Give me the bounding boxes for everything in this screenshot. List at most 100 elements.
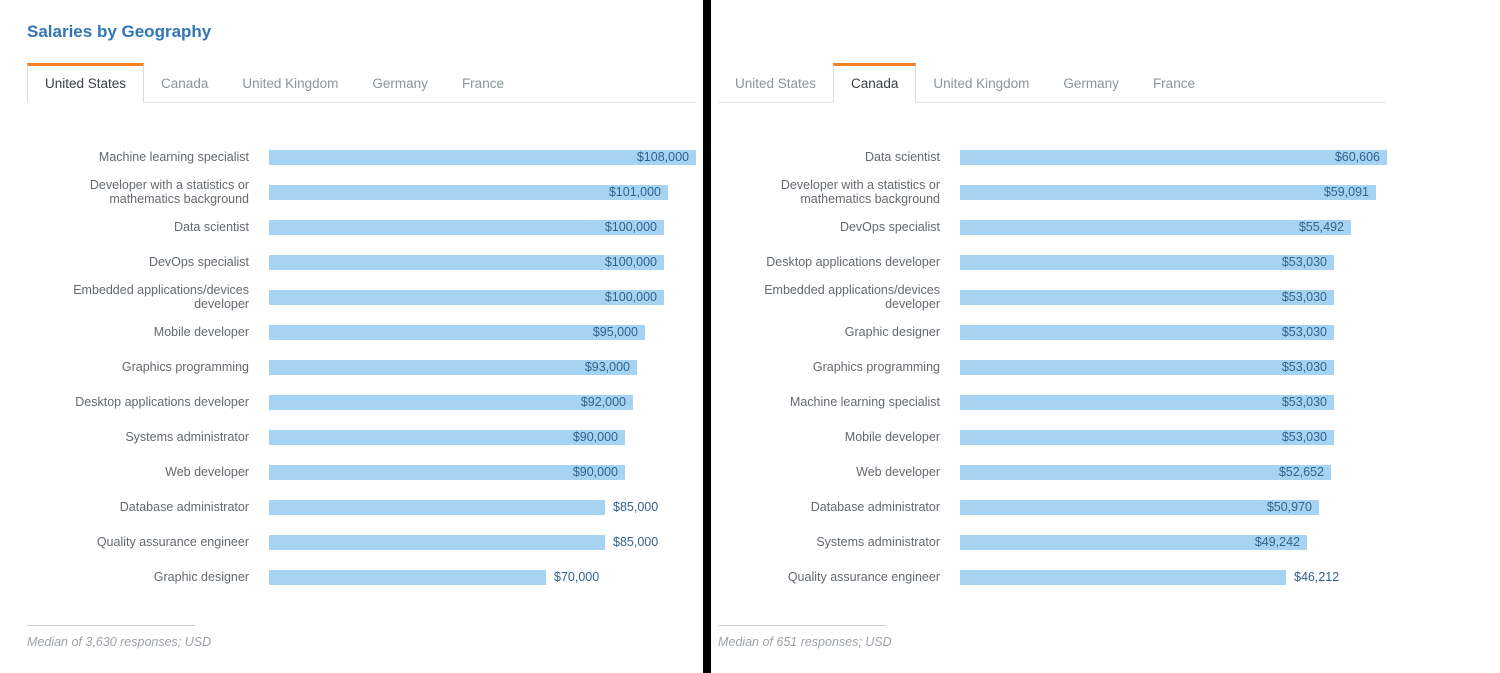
bar-chart-canada: Data scientist $60,606 Developer with a st… xyxy=(718,140,1387,595)
tab-france[interactable]: France xyxy=(1152,76,1195,91)
chart-row: Database administrator $85,000 xyxy=(27,490,696,525)
value-label: $59,091 xyxy=(1323,185,1369,199)
value-label: $53,030 xyxy=(1281,430,1327,444)
chart-row: Quality assurance engineer $85,000 xyxy=(27,525,696,560)
footnote-text: Median of 651 responses; USD xyxy=(718,635,892,649)
tab-united-states[interactable]: United States xyxy=(735,76,817,91)
category-label: Database administrator xyxy=(810,499,940,514)
bar xyxy=(960,535,1307,550)
value-label: $90,000 xyxy=(572,430,618,444)
chart-row: Desktop applications developer $53,030 xyxy=(718,245,1387,280)
value-label: $53,030 xyxy=(1281,360,1327,374)
bar xyxy=(269,360,637,375)
bar xyxy=(960,570,1286,585)
category-label: Machine learning specialist xyxy=(98,149,249,164)
category-label: Quality assurance engineer xyxy=(96,534,249,549)
category-label: Developer with a statistics or mathemati… xyxy=(89,178,249,206)
bar xyxy=(269,535,605,550)
chart-row: Graphics programming $53,030 xyxy=(718,350,1387,385)
value-label: $46,212 xyxy=(1294,570,1340,584)
bar-track: $53,030 xyxy=(960,360,1387,375)
bar-track: $52,652 xyxy=(960,465,1387,480)
chart-row: Quality assurance engineer $46,212 xyxy=(718,560,1387,595)
bar xyxy=(960,220,1351,235)
bar xyxy=(269,150,696,165)
value-label: $108,000 xyxy=(636,150,689,164)
bar-track: $53,030 xyxy=(960,325,1387,340)
tab-united-states[interactable]: United States xyxy=(27,63,145,103)
chart-footer: Median of 651 responses; USD xyxy=(718,625,892,649)
bar xyxy=(269,500,605,515)
bar xyxy=(269,570,546,585)
bar-track: $85,000 xyxy=(269,535,696,550)
bar xyxy=(269,465,625,480)
tab-germany[interactable]: Germany xyxy=(1063,76,1119,91)
bar xyxy=(960,430,1334,445)
value-label: $49,242 xyxy=(1254,535,1300,549)
category-label: Machine learning specialist xyxy=(789,394,940,409)
bar xyxy=(269,290,664,305)
chart-row: Embedded applications/devices developer $… xyxy=(27,280,696,315)
panel-united-states: Salaries by Geography United States Canad… xyxy=(0,0,703,673)
bar-track: $101,000 xyxy=(269,185,696,200)
tab-united-kingdom[interactable]: United Kingdom xyxy=(242,76,339,91)
bar xyxy=(269,185,668,200)
bar xyxy=(960,360,1334,375)
tab-bar: United States Canada United Kingdom Germany… xyxy=(718,63,1386,103)
category-label: DevOps specialist xyxy=(148,254,249,269)
bar-track: $108,000 xyxy=(269,150,696,165)
bar xyxy=(960,255,1334,270)
panel-canada: United States Canada United Kingdom Germany… xyxy=(711,0,1500,673)
chart-row: Graphic designer $53,030 xyxy=(718,315,1387,350)
chart-row: Web developer $90,000 xyxy=(27,455,696,490)
value-label: $52,652 xyxy=(1278,465,1324,479)
bar-track: $100,000 xyxy=(269,255,696,270)
bar-track: $55,492 xyxy=(960,220,1387,235)
category-label: Web developer xyxy=(856,464,940,479)
category-label: Systems administrator xyxy=(125,429,249,444)
category-label: Developer with a statistics or mathemati… xyxy=(780,178,940,206)
bar-track: $53,030 xyxy=(960,430,1387,445)
category-label: Graphics programming xyxy=(121,359,249,374)
value-label: $70,000 xyxy=(554,570,600,584)
bar-track: $92,000 xyxy=(269,395,696,410)
value-label: $92,000 xyxy=(580,395,626,409)
tab-france[interactable]: France xyxy=(461,76,504,91)
bar xyxy=(960,325,1334,340)
tab-canada[interactable]: Canada xyxy=(833,63,917,103)
category-label: Data scientist xyxy=(864,149,940,164)
value-label: $93,000 xyxy=(584,360,630,374)
tab-germany[interactable]: Germany xyxy=(372,76,428,91)
chart-row: DevOps specialist $55,492 xyxy=(718,210,1387,245)
chart-row: Data scientist $100,000 xyxy=(27,210,696,245)
bar-track: $95,000 xyxy=(269,325,696,340)
chart-row: Developer with a statistics or mathemati… xyxy=(718,175,1387,210)
chart-row: Graphics programming $93,000 xyxy=(27,350,696,385)
category-label: DevOps specialist xyxy=(839,219,940,234)
category-label: Embedded applications/devices developer xyxy=(764,283,940,311)
chart-row: Developer with a statistics or mathemati… xyxy=(27,175,696,210)
footnote-rule xyxy=(27,625,195,626)
bar-track: $93,000 xyxy=(269,360,696,375)
bar xyxy=(960,465,1331,480)
bar-track: $90,000 xyxy=(269,465,696,480)
chart-footer: Median of 3,630 responses; USD xyxy=(27,625,211,649)
bar xyxy=(269,395,633,410)
value-label: $60,606 xyxy=(1334,150,1380,164)
bar-track: $70,000 xyxy=(269,570,696,585)
value-label: $100,000 xyxy=(604,220,657,234)
bar xyxy=(269,430,625,445)
value-label: $53,030 xyxy=(1281,395,1327,409)
chart-row: Web developer $52,652 xyxy=(718,455,1387,490)
category-label: Mobile developer xyxy=(153,324,249,339)
category-label: Embedded applications/devices developer xyxy=(73,283,249,311)
category-label: Systems administrator xyxy=(816,534,940,549)
tab-united-kingdom[interactable]: United Kingdom xyxy=(933,76,1030,91)
bar xyxy=(269,255,664,270)
bar xyxy=(960,500,1319,515)
tab-canada[interactable]: Canada xyxy=(161,76,209,91)
value-label: $53,030 xyxy=(1281,255,1327,269)
chart-row: Mobile developer $53,030 xyxy=(718,420,1387,455)
category-label: Graphics programming xyxy=(812,359,940,374)
